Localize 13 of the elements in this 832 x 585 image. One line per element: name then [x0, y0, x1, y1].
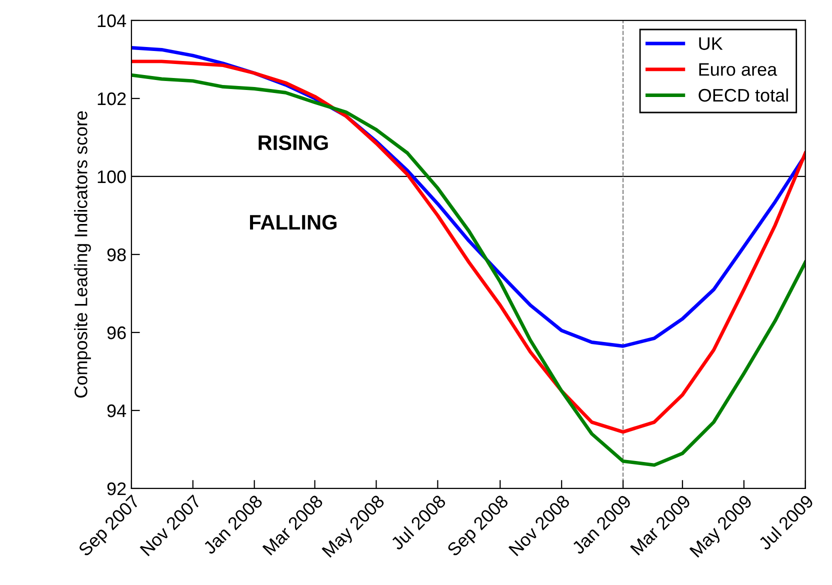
y-tick-label: 100: [98, 170, 126, 184]
y-axis-title: Composite Leading Indicators score: [74, 111, 91, 398]
y-tick-label: 98: [107, 248, 126, 262]
legend-label: Euro area: [699, 63, 778, 76]
y-tick-label: 94: [107, 404, 126, 418]
legend-label: UK: [699, 37, 723, 50]
y-tick-label: 104: [98, 14, 126, 28]
y-tick-label: 92: [107, 482, 126, 496]
y-tick-label: 96: [107, 326, 126, 340]
annotation: FALLING: [250, 214, 336, 230]
annotation: RISING: [258, 135, 328, 150]
y-tick-label: 102: [98, 92, 126, 106]
legend-label: OECD total: [698, 88, 788, 102]
